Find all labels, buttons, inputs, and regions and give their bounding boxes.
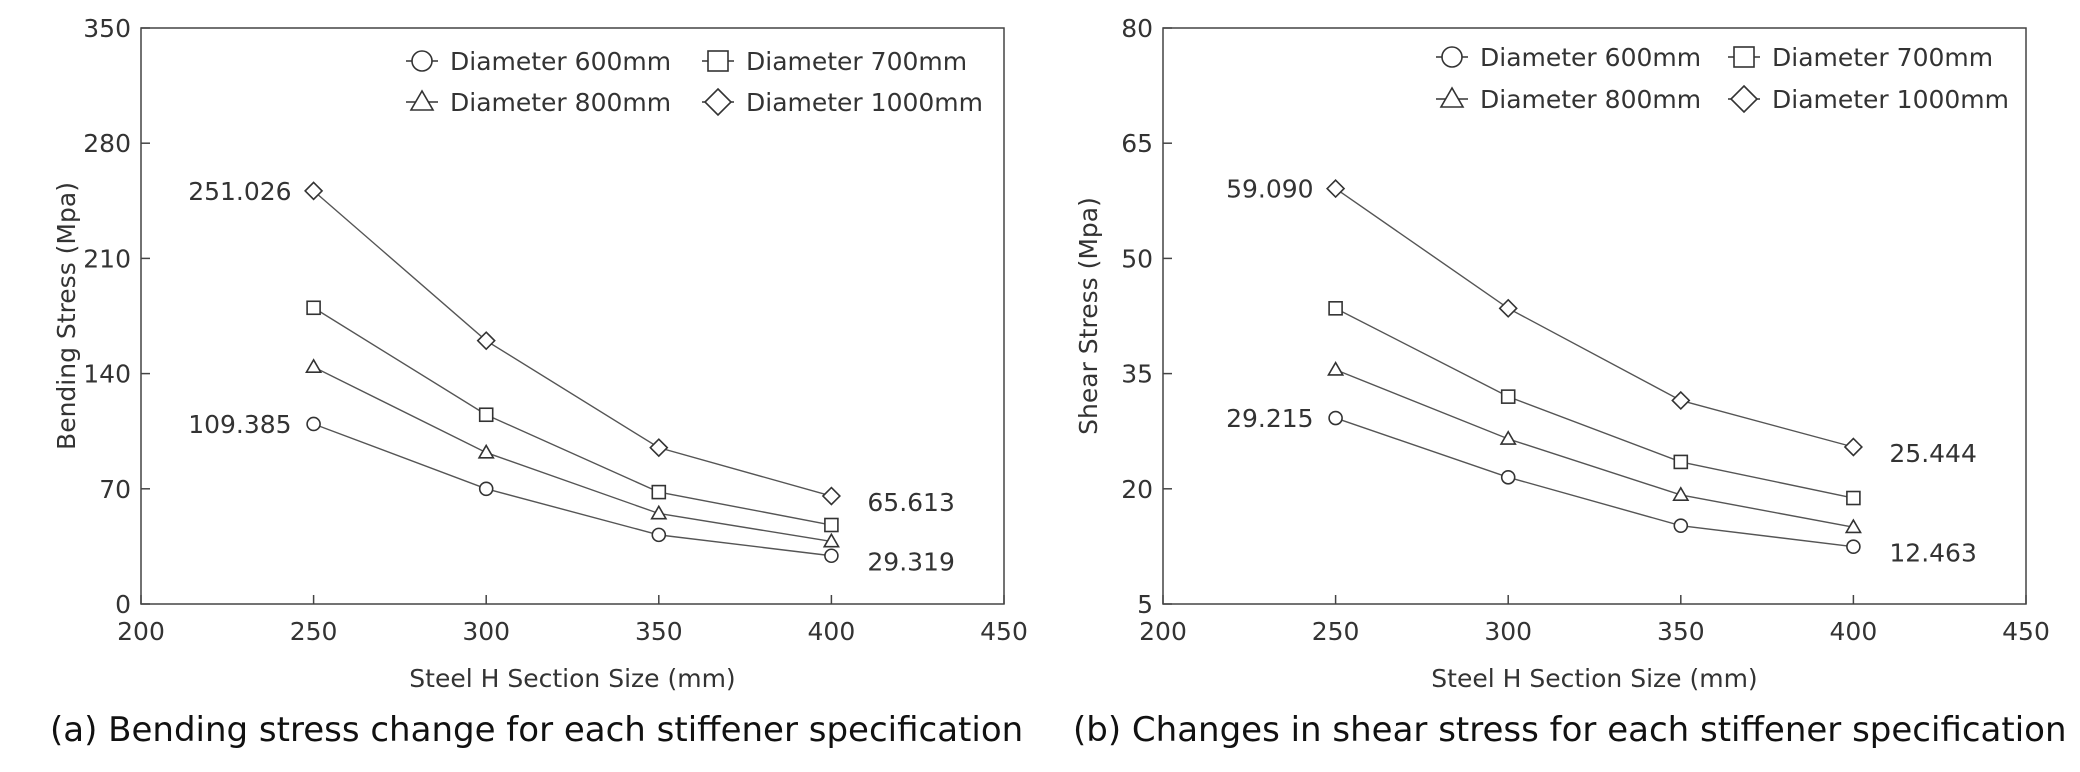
x-tick-label: 300 xyxy=(1484,617,1532,646)
series-line xyxy=(1335,369,1854,528)
data-point-diamond xyxy=(304,181,324,201)
data-label: 109.385 xyxy=(188,410,291,439)
x-tick-label: 300 xyxy=(462,617,510,646)
x-tick-label: 450 xyxy=(980,617,1028,646)
data-point-circle xyxy=(1500,469,1516,485)
data-point-triangle xyxy=(305,358,323,374)
series-line xyxy=(313,423,832,557)
data-point-triangle xyxy=(1844,518,1862,534)
data-point-square xyxy=(1500,389,1516,404)
data-point-square xyxy=(1328,301,1343,316)
plot-frame xyxy=(140,27,1005,605)
y-axis-label: Bending Stress (Mpa) xyxy=(52,182,81,450)
data-label: 29.215 xyxy=(1226,404,1313,433)
y-tick-label: 5 xyxy=(1137,590,1153,619)
data-point-square xyxy=(1673,454,1689,470)
x-tick-label: 350 xyxy=(635,617,683,646)
x-tick-label: 450 xyxy=(2002,617,2050,646)
x-tick-label: 400 xyxy=(1830,617,1878,646)
data-label: 251.026 xyxy=(188,177,291,206)
legend-marker-triangle xyxy=(1439,86,1465,108)
data-point-circle xyxy=(478,481,494,497)
data-label: 12.463 xyxy=(1889,539,1976,568)
legend-marker-diamond xyxy=(703,87,733,117)
data-point-square xyxy=(1846,490,1861,506)
data-point-diamond xyxy=(476,331,496,351)
data-point-circle xyxy=(1673,518,1689,533)
data-point-circle xyxy=(651,527,667,543)
data-label: 59.090 xyxy=(1226,175,1313,204)
data-point-diamond xyxy=(1498,298,1518,318)
data-point-triangle xyxy=(822,532,840,548)
data-point-square xyxy=(824,517,839,533)
data-label: 29.319 xyxy=(867,548,954,577)
data-point-circle xyxy=(1846,539,1861,554)
y-tick-label: 210 xyxy=(83,244,131,273)
x-tick-label: 400 xyxy=(808,617,856,646)
bending-stress-chart: 0 70 140 210 280 350 200 250 300 350 400 450 Bending… xyxy=(52,14,1028,693)
legend-marker-diamond xyxy=(1729,84,1759,114)
data-point-triangle xyxy=(1499,430,1517,445)
x-tick-label: 250 xyxy=(290,617,338,646)
x-axis-label: Steel H Section Size (mm) xyxy=(409,664,735,693)
data-point-diamond xyxy=(1843,437,1863,457)
y-tick-label: 70 xyxy=(99,475,131,504)
legend-marker-square xyxy=(707,50,729,72)
legend-marker-circle xyxy=(1441,46,1463,68)
legend-label: Diameter 600mm xyxy=(1480,43,1701,72)
data-label: 65.613 xyxy=(867,488,954,517)
data-point-square xyxy=(306,300,321,316)
data-point-diamond xyxy=(821,486,841,506)
data-point-circle xyxy=(306,416,321,432)
series-line xyxy=(1335,307,1854,499)
x-tick-label: 250 xyxy=(1312,617,1360,646)
data-point-triangle xyxy=(650,504,668,520)
series-line xyxy=(1335,417,1854,548)
legend-marker-triangle xyxy=(409,89,435,111)
caption-b: (b) Changes in shear stress for each sti… xyxy=(1073,710,2067,750)
legend-label: Diameter 600mm xyxy=(450,47,671,76)
data-point-triangle xyxy=(1672,486,1690,501)
y-tick-label: 280 xyxy=(83,129,131,158)
legend-label: Diameter 700mm xyxy=(746,47,967,76)
y-tick-label: 35 xyxy=(1121,360,1153,389)
data-point-circle xyxy=(824,548,839,564)
y-tick-label: 350 xyxy=(83,14,131,43)
data-point-diamond xyxy=(1671,390,1691,411)
y-tick-label: 20 xyxy=(1121,475,1153,504)
series-line xyxy=(313,190,832,497)
y-tick-label: 0 xyxy=(115,590,131,619)
legend-label: Diameter 800mm xyxy=(1480,85,1701,114)
x-tick-label: 200 xyxy=(1139,617,1187,646)
x-axis-label: Steel H Section Size (mm) xyxy=(1431,664,1757,693)
legend-marker-circle xyxy=(411,50,433,72)
series-line xyxy=(313,307,832,526)
x-tick-label: 200 xyxy=(117,617,165,646)
data-point-triangle xyxy=(1327,361,1345,376)
data-point-triangle xyxy=(477,443,495,459)
series-line xyxy=(313,366,832,543)
data-point-square xyxy=(651,484,667,500)
data-point-diamond xyxy=(649,438,669,458)
y-tick-label: 65 xyxy=(1121,129,1153,158)
series-line xyxy=(1335,188,1854,448)
data-point-diamond xyxy=(1326,179,1346,199)
legend-label: Diameter 1000mm xyxy=(1772,85,2009,114)
legend-label: Diameter 800mm xyxy=(450,88,671,117)
y-tick-label: 50 xyxy=(1121,244,1153,273)
legend-label: Diameter 700mm xyxy=(1772,43,1993,72)
plot-frame xyxy=(1162,27,2027,605)
legend-marker-square xyxy=(1733,46,1755,68)
data-point-circle xyxy=(1328,410,1343,426)
y-axis-label: Shear Stress (Mpa) xyxy=(1074,197,1103,435)
shear-stress-chart: 5 20 35 50 65 80 200 250 300 350 400 450 Shear Stres… xyxy=(1074,14,2050,693)
caption-a: (a) Bending stress change for each stiff… xyxy=(50,710,1024,750)
data-label: 25.444 xyxy=(1889,439,1976,468)
x-tick-label: 350 xyxy=(1657,617,1705,646)
data-point-square xyxy=(478,407,494,423)
legend-label: Diameter 1000mm xyxy=(746,88,983,117)
y-tick-label: 140 xyxy=(83,360,131,389)
y-tick-label: 80 xyxy=(1121,14,1153,43)
